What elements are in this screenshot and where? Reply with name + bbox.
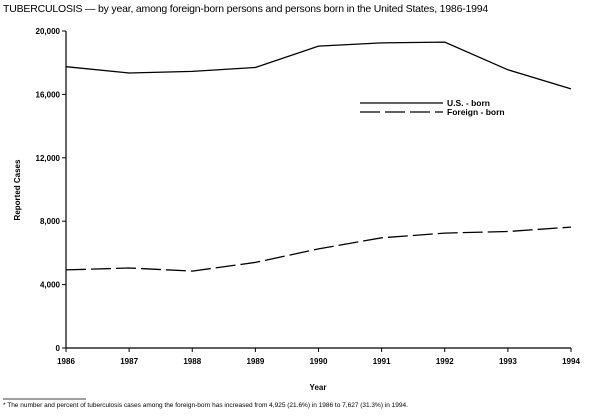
x-tick-label: 1991 xyxy=(373,357,391,366)
y-tick-label: 8,000 xyxy=(40,217,61,226)
x-axis-ticks: 1986 1987 1988 1989 1990 1991 1992 1993 1994 xyxy=(57,348,580,366)
legend-label-us-born: U.S. - born xyxy=(447,98,490,108)
y-axis-ticks: 0 4,000 8,000 12,000 16,000 20,000 xyxy=(36,27,66,353)
y-tick-label: 4,000 xyxy=(40,281,61,290)
series-line-foreign-born xyxy=(65,226,572,272)
legend-label-foreign-born: Foreign - born xyxy=(447,107,505,117)
x-tick-label: 1987 xyxy=(120,357,138,366)
x-tick-label: 1989 xyxy=(246,357,264,366)
x-tick-label: 1992 xyxy=(436,357,454,366)
x-tick-label: 1988 xyxy=(183,357,201,366)
y-tick-label: 12,000 xyxy=(36,154,61,163)
y-tick-label: 20,000 xyxy=(36,27,61,36)
y-tick-label: 0 xyxy=(56,344,61,353)
y-tick-label: 16,000 xyxy=(36,90,61,99)
legend: U.S. - born Foreign - born xyxy=(360,98,505,117)
x-tick-label: 1986 xyxy=(57,357,75,366)
x-tick-label: 1990 xyxy=(310,357,328,366)
series-line-us-born xyxy=(65,41,572,90)
footnote: * The number and percent of tuberculosis… xyxy=(3,402,408,409)
x-tick-label: 1994 xyxy=(562,357,580,366)
x-tick-label: 1993 xyxy=(499,357,517,366)
y-axis-label: Reported Cases xyxy=(13,159,22,220)
x-axis-label: Year xyxy=(310,383,327,392)
chart-title: TUBERCULOSIS — by year, among foreign-bo… xyxy=(3,3,488,15)
series-layer xyxy=(65,41,572,272)
